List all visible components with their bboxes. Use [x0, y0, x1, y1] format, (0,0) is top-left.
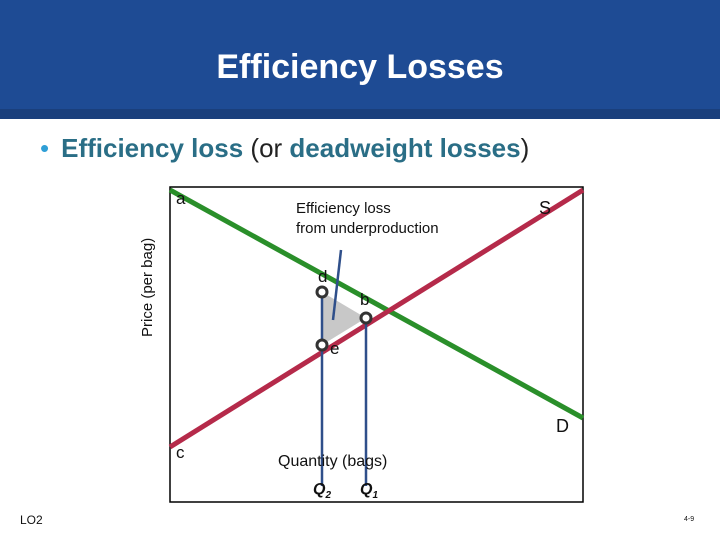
deadweight-loss-area	[322, 292, 366, 345]
x-axis-label: Quantity (bags)	[278, 453, 387, 470]
annotation-line-2: from underproduction	[296, 220, 439, 237]
label-e: e	[330, 339, 339, 358]
annotation-pointer	[331, 249, 343, 321]
annotation-line-1: Efficiency loss	[296, 200, 391, 217]
slide-title: Efficiency Losses	[216, 48, 504, 86]
point-e-marker	[315, 338, 329, 352]
q2-letter: Q	[313, 481, 326, 498]
label-d: d	[318, 267, 327, 286]
bullet-term-deadweight-losses: deadweight losses	[289, 133, 521, 163]
supply-curve	[168, 187, 585, 450]
slide-header: Efficiency Losses	[0, 0, 720, 119]
bullet-point: • Efficiency loss (or deadweight losses)	[40, 131, 529, 165]
bullet-dot-icon: •	[40, 133, 50, 163]
point-d-marker	[315, 285, 329, 299]
q1-letter: Q	[360, 481, 373, 498]
learning-objective-label: LO2	[20, 513, 43, 527]
q1-subscript: 1	[372, 490, 378, 501]
demand-curve-label: D	[556, 416, 569, 436]
demand-curve	[168, 187, 585, 421]
label-b: b	[360, 290, 369, 309]
plot-frame	[169, 186, 584, 503]
point-b-marker	[359, 311, 373, 325]
label-a: a	[176, 189, 186, 208]
bullet-connector-text: (or	[243, 133, 290, 163]
label-c: c	[176, 443, 185, 462]
q1-label: Q1	[360, 481, 378, 501]
bullet-term-efficiency-loss: Efficiency loss	[61, 133, 244, 163]
y-axis-label: Price (per bag)	[139, 238, 156, 337]
bullet-close-paren: )	[520, 133, 530, 163]
q2-label: Q2	[313, 481, 331, 501]
q2-subscript: 2	[324, 490, 331, 501]
header-band	[0, 109, 720, 119]
slide-number: 4-9	[684, 516, 695, 523]
supply-curve-label: S	[539, 198, 551, 218]
